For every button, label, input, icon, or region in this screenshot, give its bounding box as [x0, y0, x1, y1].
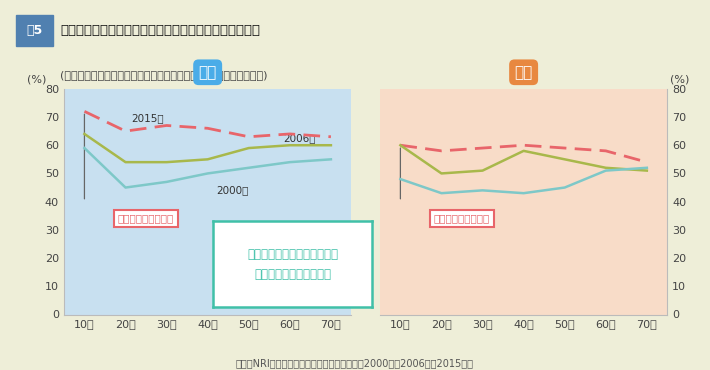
Text: 2006年: 2006年	[284, 133, 316, 143]
Text: (%): (%)	[670, 74, 689, 84]
FancyBboxPatch shape	[16, 15, 53, 46]
Text: 女性: 女性	[515, 65, 532, 80]
Text: 図5: 図5	[26, 24, 42, 37]
Text: 男性: 男性	[199, 65, 217, 80]
Text: 強まる学歴・肩書主義。特に
若年層でその傾向が強い: 強まる学歴・肩書主義。特に 若年層でその傾向が強い	[247, 248, 338, 281]
Text: (「そう思う」「どちらかといえばそう思う」の合計、男女・年代別): (「そう思う」「どちらかといえばそう思う」の合計、男女・年代別)	[60, 70, 268, 80]
Text: 出典：NRI「生活者１万人アンケート調査」（2000年、2006年、2015年）: 出典：NRI「生活者１万人アンケート調査」（2000年、2006年、2015年）	[236, 358, 474, 368]
Text: 2015年: 2015年	[131, 113, 164, 123]
Text: デジタルネイティブ: デジタルネイティブ	[434, 213, 490, 223]
Text: デジタルネイティブ: デジタルネイティブ	[118, 213, 174, 223]
Text: 2000年: 2000年	[216, 185, 248, 195]
Text: (%): (%)	[26, 74, 46, 84]
Text: 「有名な大学や学校に通った方が、有利になる」の推移: 「有名な大学や学校に通った方が、有利になる」の推移	[60, 24, 261, 37]
